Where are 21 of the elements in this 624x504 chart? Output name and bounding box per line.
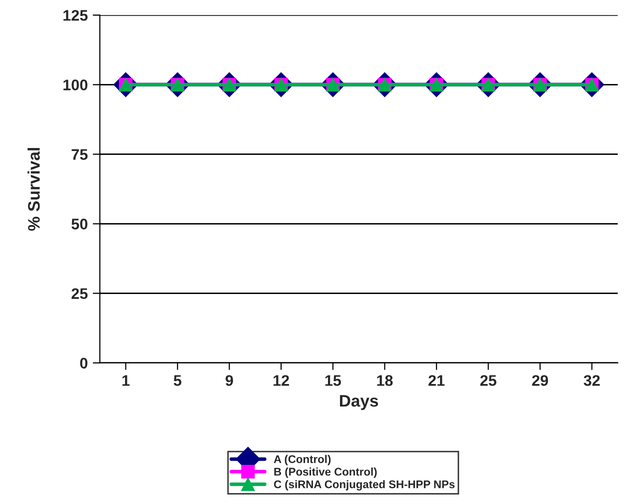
y-tick-label: 0 (80, 358, 88, 369)
y-tick-label: 75 (72, 149, 88, 160)
x-tick-label: 1 (122, 375, 130, 386)
x-tick-label: 29 (532, 375, 548, 386)
y-tick-label: 25 (72, 288, 88, 300)
x-tick-label: 5 (174, 375, 182, 386)
x-tick-label: 32 (584, 375, 600, 386)
legend-label: A (Control) (274, 454, 331, 466)
x-tick-label: 21 (428, 375, 445, 386)
y-tick-label: 100 (64, 80, 88, 90)
x-tick-label: 15 (325, 375, 341, 386)
x-tick-label: 25 (480, 375, 496, 386)
y-axis-title: % Survival (28, 148, 40, 231)
legend-label: B (Positive Control) (274, 468, 377, 478)
x-tick-label: 12 (274, 375, 289, 386)
x-axis-title: Days (340, 395, 378, 410)
x-tick-label: 18 (377, 375, 393, 386)
legend-label: C (siRNA Conjugated SH-HPP NPs (274, 480, 455, 490)
y-tick-label: 50 (72, 218, 88, 230)
x-tick-label: 9 (226, 375, 233, 386)
y-tick-label: 125 (64, 10, 88, 21)
